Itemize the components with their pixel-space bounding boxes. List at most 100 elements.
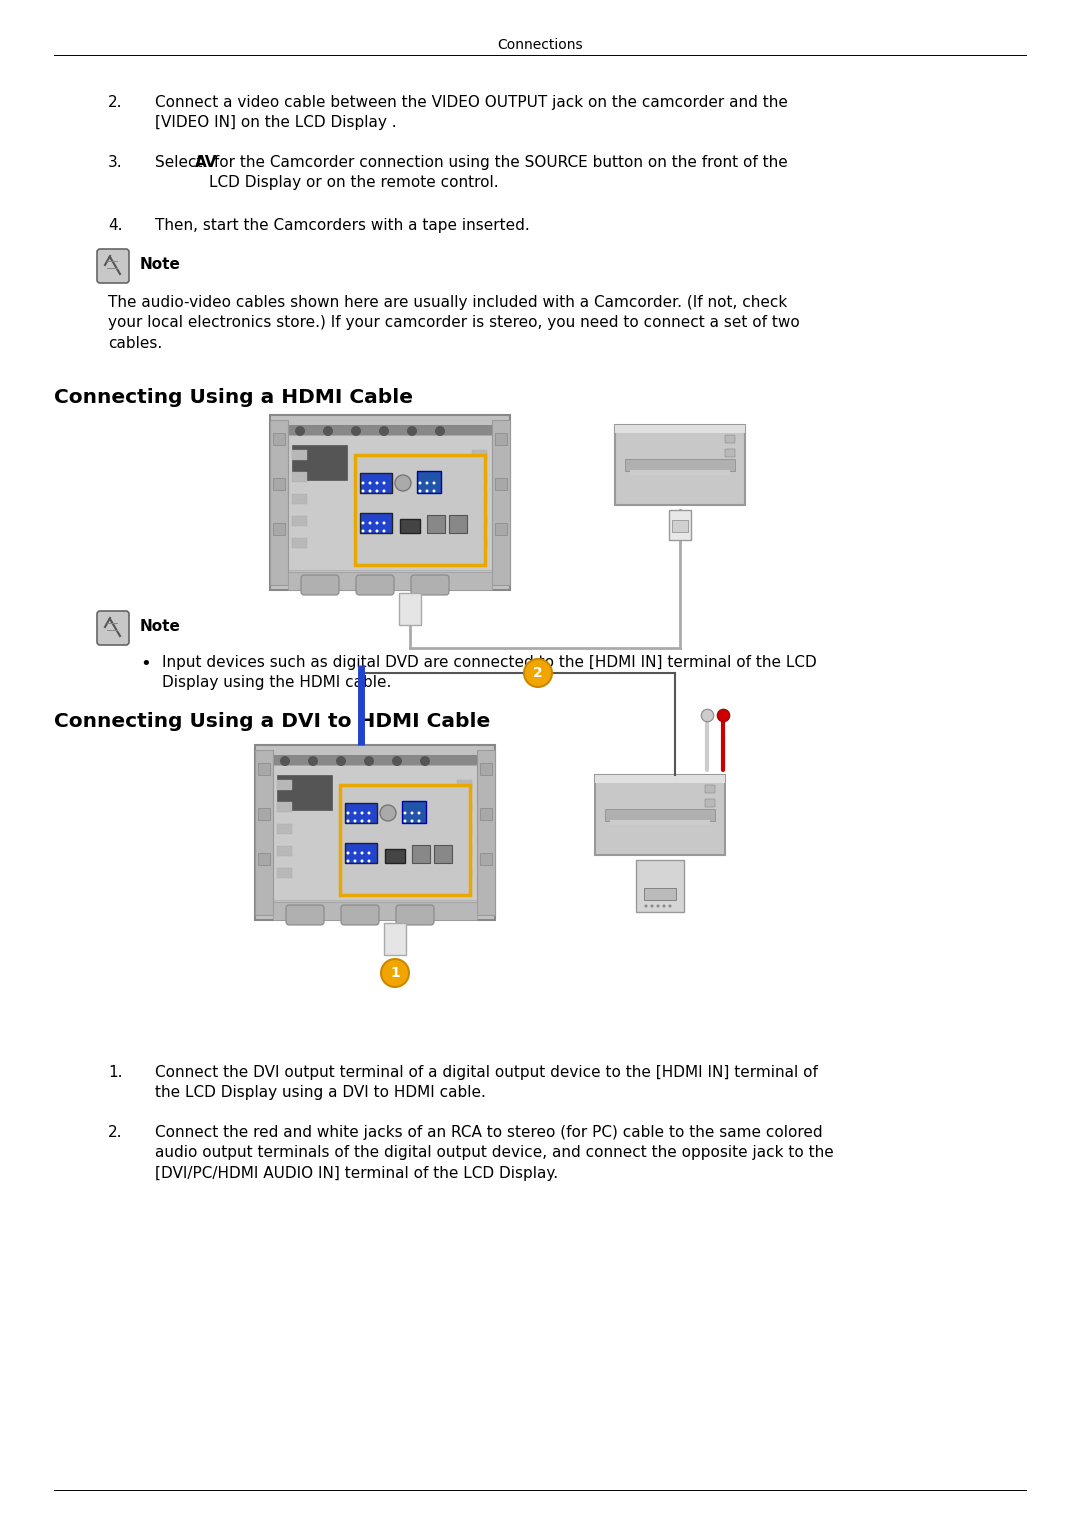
Circle shape [410,820,414,823]
Text: Connect the red and white jacks of an RCA to stereo (for PC) cable to the same c: Connect the red and white jacks of an RC… [156,1125,834,1180]
Bar [345,803,377,823]
Bar [276,802,292,812]
Bar [288,573,492,589]
Circle shape [347,852,350,855]
Bar [402,802,426,823]
Bar [411,844,430,863]
FancyBboxPatch shape [301,576,339,596]
Bar [292,450,307,460]
Circle shape [432,490,435,493]
Bar [280,425,500,437]
Text: Input devices such as digital DVD are connected to the [HDMI IN] terminal of the: Input devices such as digital DVD are co… [162,655,816,690]
Text: 2: 2 [534,666,543,680]
Circle shape [376,481,378,484]
Bar [472,538,487,548]
Bar [457,846,472,857]
Circle shape [347,811,350,814]
Circle shape [435,426,445,437]
Text: Then, start the Camcorders with a tape inserted.: Then, start the Camcorders with a tape i… [156,218,530,234]
Circle shape [368,522,372,524]
Bar [292,495,307,504]
Bar [725,435,735,443]
Text: Connecting Using a DVI to HDMI Cable: Connecting Using a DVI to HDMI Cable [54,712,490,731]
Circle shape [295,426,305,437]
Bar [292,516,307,525]
Circle shape [645,904,648,907]
Bar [625,460,735,470]
Circle shape [362,481,365,484]
Bar [292,472,307,483]
Circle shape [353,820,356,823]
Circle shape [280,756,291,767]
Text: 3.: 3. [108,156,123,169]
Bar [273,765,477,899]
Circle shape [376,530,378,533]
Circle shape [426,490,429,493]
Text: 4.: 4. [108,218,122,234]
Bar [495,524,507,534]
Circle shape [419,481,421,484]
Circle shape [381,959,409,986]
Bar [345,843,377,863]
Bar [705,799,715,806]
Bar [276,825,292,834]
Circle shape [657,904,660,907]
Circle shape [361,852,364,855]
Bar [273,902,477,919]
Bar [273,478,285,490]
Circle shape [382,481,386,484]
Bar [457,825,472,834]
Bar [384,849,405,863]
Circle shape [418,820,420,823]
Bar [273,524,285,534]
Text: Note: Note [140,257,180,272]
Circle shape [368,530,372,533]
Bar [273,434,285,444]
Text: •: • [140,655,151,673]
Circle shape [362,490,365,493]
FancyBboxPatch shape [615,425,745,505]
Bar [457,867,472,878]
Circle shape [353,860,356,863]
Circle shape [367,860,370,863]
Bar [644,889,676,899]
Bar [258,854,270,864]
Bar [427,515,445,533]
Bar [434,844,453,863]
Circle shape [361,820,364,823]
Circle shape [379,426,389,437]
Circle shape [367,820,370,823]
FancyBboxPatch shape [595,776,725,855]
Circle shape [368,490,372,493]
Text: Select: Select [156,156,207,169]
Circle shape [364,756,374,767]
Circle shape [380,805,396,822]
Circle shape [382,530,386,533]
Circle shape [650,904,653,907]
FancyBboxPatch shape [341,906,379,925]
Circle shape [376,490,378,493]
Circle shape [426,481,429,484]
Bar [595,776,725,783]
Bar [472,450,487,460]
Bar [457,780,472,789]
Circle shape [404,820,406,823]
FancyBboxPatch shape [396,906,434,925]
Bar [630,470,730,475]
FancyBboxPatch shape [270,415,510,589]
Text: AV: AV [195,156,217,169]
FancyBboxPatch shape [399,592,421,625]
Bar [360,513,392,533]
Bar [480,854,492,864]
Text: 2.: 2. [108,95,122,110]
Text: Connect the DVI output terminal of a digital output device to the [HDMI IN] term: Connect the DVI output terminal of a dig… [156,1064,818,1101]
Bar [265,754,485,767]
Text: 1: 1 [390,967,400,980]
FancyBboxPatch shape [356,576,394,596]
Bar [472,495,487,504]
Circle shape [361,860,364,863]
Text: 2.: 2. [108,1125,122,1141]
Bar [449,515,467,533]
Circle shape [420,756,430,767]
Circle shape [351,426,361,437]
